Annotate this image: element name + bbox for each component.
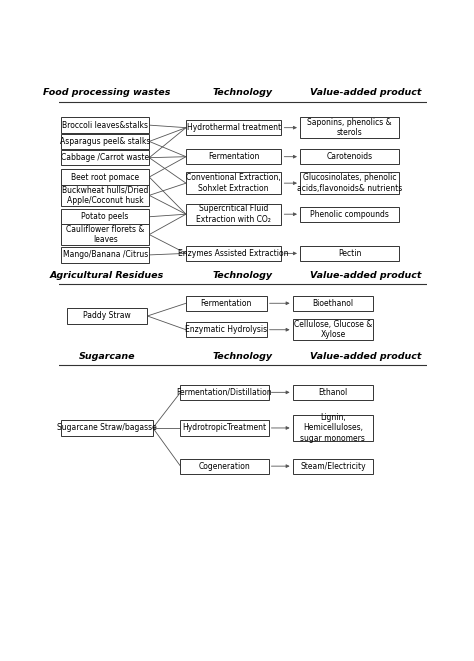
Text: Sugarcane Straw/bagasse: Sugarcane Straw/bagasse <box>57 424 157 432</box>
Text: Saponins, phenolics &
sterols: Saponins, phenolics & sterols <box>307 118 392 137</box>
FancyBboxPatch shape <box>292 385 374 400</box>
Text: Fermentation/Distillation: Fermentation/Distillation <box>177 388 273 397</box>
FancyBboxPatch shape <box>300 207 399 222</box>
FancyBboxPatch shape <box>61 169 149 184</box>
FancyBboxPatch shape <box>292 459 374 474</box>
FancyBboxPatch shape <box>186 204 282 225</box>
Text: Pectin: Pectin <box>338 249 361 258</box>
FancyBboxPatch shape <box>186 246 282 261</box>
Text: Ethanol: Ethanol <box>319 388 347 397</box>
Text: HydrotropicTreatment: HydrotropicTreatment <box>182 424 266 432</box>
Text: Food processing wastes: Food processing wastes <box>43 87 171 97</box>
Text: Fermentation: Fermentation <box>208 152 259 161</box>
Text: Glucosinolates, phenolic
acids,flavonoids& nutrients: Glucosinolates, phenolic acids,flavonoid… <box>297 173 402 193</box>
Text: Carotenoids: Carotenoids <box>327 152 373 161</box>
Text: Beet root pomace: Beet root pomace <box>71 173 139 182</box>
Text: Steam/Electricity: Steam/Electricity <box>300 461 366 471</box>
FancyBboxPatch shape <box>186 322 267 337</box>
FancyBboxPatch shape <box>61 184 149 206</box>
FancyBboxPatch shape <box>186 173 282 194</box>
FancyBboxPatch shape <box>292 414 374 441</box>
Text: Asparagus peel& stalks: Asparagus peel& stalks <box>60 137 150 146</box>
Text: Technology: Technology <box>213 271 273 280</box>
FancyBboxPatch shape <box>186 149 282 165</box>
FancyBboxPatch shape <box>61 134 149 149</box>
FancyBboxPatch shape <box>61 150 149 165</box>
FancyBboxPatch shape <box>300 117 399 138</box>
FancyBboxPatch shape <box>61 247 149 262</box>
Text: Technology: Technology <box>213 352 273 361</box>
FancyBboxPatch shape <box>61 420 153 436</box>
Text: Fermentation: Fermentation <box>201 299 252 308</box>
Text: Phenolic compounds: Phenolic compounds <box>310 210 389 219</box>
Text: Conventional Extraction,
Sohxlet Extraction: Conventional Extraction, Sohxlet Extract… <box>186 173 281 193</box>
Text: Buckwheat hulls/Dried
Apple/Coconut husk: Buckwheat hulls/Dried Apple/Coconut husk <box>62 186 148 205</box>
FancyBboxPatch shape <box>66 308 147 324</box>
Text: Enzymatic Hydrolysis: Enzymatic Hydrolysis <box>185 325 267 334</box>
Text: Value-added product: Value-added product <box>310 271 422 280</box>
Text: Value-added product: Value-added product <box>310 87 422 97</box>
FancyBboxPatch shape <box>181 459 269 474</box>
FancyBboxPatch shape <box>61 224 149 245</box>
FancyBboxPatch shape <box>61 209 149 224</box>
FancyBboxPatch shape <box>292 319 374 340</box>
FancyBboxPatch shape <box>186 295 267 311</box>
FancyBboxPatch shape <box>181 420 269 436</box>
Text: Cogeneration: Cogeneration <box>199 461 250 471</box>
Text: Mango/Banana /Citrus: Mango/Banana /Citrus <box>63 251 148 259</box>
Text: Bioethanol: Bioethanol <box>312 299 354 308</box>
Text: Sugarcane: Sugarcane <box>79 352 135 361</box>
Text: Enzymes Assisted Extraction: Enzymes Assisted Extraction <box>179 249 289 258</box>
Text: Technology: Technology <box>213 87 273 97</box>
Text: Agricultural Residues: Agricultural Residues <box>50 271 164 280</box>
FancyBboxPatch shape <box>181 385 269 400</box>
Text: Cauliflower florets &
leaves: Cauliflower florets & leaves <box>66 225 145 245</box>
FancyBboxPatch shape <box>292 295 374 311</box>
FancyBboxPatch shape <box>300 173 399 194</box>
FancyBboxPatch shape <box>186 120 282 136</box>
Text: Cabbage /Carrot waste: Cabbage /Carrot waste <box>61 153 149 162</box>
Text: Cellulose, Glucose &
Xylose: Cellulose, Glucose & Xylose <box>294 320 372 340</box>
Text: Hydrothermal treatment: Hydrothermal treatment <box>187 123 281 132</box>
Text: Paddy Straw: Paddy Straw <box>83 311 131 321</box>
Text: Value-added product: Value-added product <box>310 352 422 361</box>
FancyBboxPatch shape <box>300 149 399 165</box>
Text: Broccoli leaves&stalks: Broccoli leaves&stalks <box>62 120 148 130</box>
Text: Lignin,
Hemicelluloses,
sugar monomers: Lignin, Hemicelluloses, sugar monomers <box>301 413 365 443</box>
Text: Potato peels: Potato peels <box>82 212 129 221</box>
Text: Supercritical Fluid
Extraction with CO₂: Supercritical Fluid Extraction with CO₂ <box>196 204 271 224</box>
FancyBboxPatch shape <box>300 246 399 261</box>
FancyBboxPatch shape <box>61 118 149 133</box>
